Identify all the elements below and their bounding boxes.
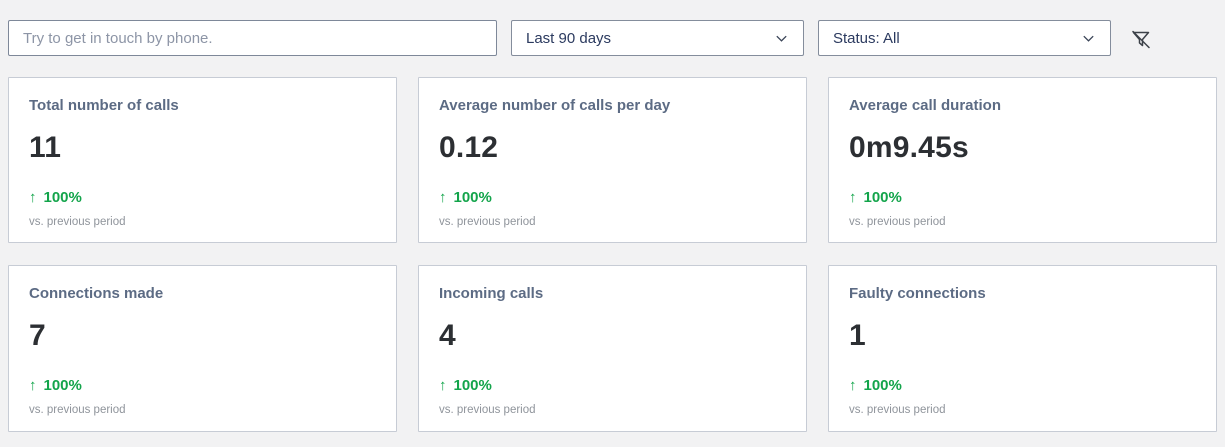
- chevron-down-icon: [1081, 31, 1096, 46]
- up-arrow-icon: ↑: [29, 189, 37, 206]
- card-value: 0.12: [439, 131, 499, 164]
- up-arrow-icon: ↑: [439, 189, 447, 206]
- delta-percent: 100%: [453, 189, 492, 206]
- up-arrow-icon: ↑: [29, 377, 37, 394]
- card-comparison-label: vs. previous period: [439, 216, 536, 228]
- delta-percent: 100%: [43, 189, 82, 206]
- card-comparison-label: vs. previous period: [439, 404, 536, 416]
- delta-percent: 100%: [863, 189, 902, 206]
- status-select-value: Status: All: [833, 29, 900, 47]
- card-value: 7: [29, 319, 46, 352]
- status-select[interactable]: Status: All: [818, 20, 1111, 56]
- stat-card-faulty-connections: Faulty connections 1 ↑ 100% vs. previous…: [828, 265, 1217, 432]
- stat-card-avg-calls-per-day: Average number of calls per day 0.12 ↑ 1…: [418, 77, 807, 243]
- up-arrow-icon: ↑: [439, 377, 447, 394]
- clear-filters-button[interactable]: [1126, 24, 1156, 54]
- up-arrow-icon: ↑: [849, 189, 857, 206]
- delta-percent: 100%: [453, 377, 492, 394]
- card-comparison-label: vs. previous period: [849, 404, 946, 416]
- filter-clear-icon: [1129, 27, 1153, 51]
- card-title: Total number of calls: [29, 97, 179, 114]
- date-range-select-value: Last 90 days: [526, 29, 612, 47]
- chevron-down-icon: [774, 31, 789, 46]
- card-title: Connections made: [29, 285, 164, 302]
- stat-card-incoming-calls: Incoming calls 4 ↑ 100% vs. previous per…: [418, 265, 807, 432]
- card-delta: ↑ 100%: [439, 377, 786, 395]
- card-delta: ↑ 100%: [849, 377, 1196, 395]
- card-delta: ↑ 100%: [849, 189, 1196, 207]
- card-value: 0m9.45s: [849, 131, 969, 164]
- card-delta: ↑ 100%: [29, 377, 376, 395]
- card-value: 1: [849, 319, 866, 352]
- stat-card-connections-made: Connections made 7 ↑ 100% vs. previous p…: [8, 265, 397, 432]
- search-input[interactable]: [8, 20, 497, 56]
- card-title: Average number of calls per day: [439, 97, 671, 114]
- card-value: 4: [439, 319, 456, 352]
- card-title: Incoming calls: [439, 285, 544, 302]
- card-title: Average call duration: [849, 97, 1001, 114]
- stat-card-total-calls: Total number of calls 11 ↑ 100% vs. prev…: [8, 77, 397, 243]
- delta-percent: 100%: [43, 377, 82, 394]
- card-comparison-label: vs. previous period: [849, 216, 946, 228]
- stat-card-avg-call-duration: Average call duration 0m9.45s ↑ 100% vs.…: [828, 77, 1217, 243]
- card-delta: ↑ 100%: [439, 189, 786, 207]
- date-range-select[interactable]: Last 90 days: [511, 20, 804, 56]
- card-comparison-label: vs. previous period: [29, 404, 126, 416]
- card-value: 11: [29, 131, 62, 164]
- card-comparison-label: vs. previous period: [29, 216, 126, 228]
- delta-percent: 100%: [863, 377, 902, 394]
- up-arrow-icon: ↑: [849, 377, 857, 394]
- card-delta: ↑ 100%: [29, 189, 376, 207]
- card-title: Faulty connections: [849, 285, 986, 302]
